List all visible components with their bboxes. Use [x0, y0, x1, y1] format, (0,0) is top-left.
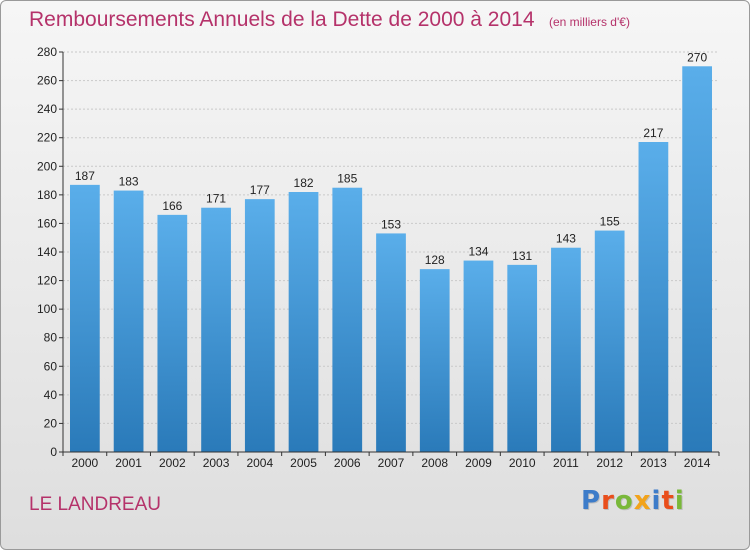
x-tick-label: 2005: [290, 456, 317, 470]
value-labels: 187 183 166 171 177 182 185 153 128 134 131 143 155 2…: [75, 50, 708, 267]
logo-letter: o: [614, 486, 634, 516]
title-block: Remboursements Annuels de la Dette de 20…: [29, 8, 630, 32]
y-tick-label: 100: [37, 302, 57, 316]
value-label-2009: 134: [468, 245, 488, 259]
bar-2005: [288, 192, 319, 452]
bar-2014: [682, 66, 713, 453]
x-tick-label: 2011: [553, 456, 579, 470]
value-label-2012: 155: [600, 215, 620, 229]
value-label-2005: 182: [294, 176, 314, 190]
y-tick-label: 0: [50, 445, 57, 459]
logo-letter: P: [581, 486, 602, 516]
x-tick-label: 2001: [115, 456, 142, 470]
value-label-2007: 153: [381, 217, 401, 231]
bars: [69, 66, 713, 453]
value-label-2010: 131: [512, 249, 532, 263]
x-axis-ticks: 2000 2001 2002 2003 2004 2005 2006 2007 2008 2009…: [62, 452, 720, 470]
y-tick-label: 20: [44, 416, 58, 430]
x-tick-label: 2000: [72, 456, 99, 470]
y-tick-label: 280: [37, 45, 57, 59]
logo-letter: i: [674, 486, 685, 516]
logo-letter: i: [651, 486, 662, 516]
bar-2004: [244, 199, 275, 452]
bar-2001: [113, 190, 144, 453]
x-tick-label: 2013: [640, 456, 667, 470]
y-tick-label: 240: [37, 102, 57, 116]
bar-2007: [376, 233, 406, 452]
x-tick-label: 2003: [203, 456, 230, 470]
y-tick-label: 140: [37, 245, 57, 259]
x-tick-label: 2014: [684, 456, 711, 470]
commune-name: LE LANDREAU: [29, 494, 161, 515]
x-tick-label: 2002: [159, 456, 186, 470]
value-label-2004: 177: [250, 183, 270, 197]
bar-2013: [638, 142, 669, 452]
x-tick-label: 2008: [421, 456, 448, 470]
axes: [62, 52, 719, 453]
value-label-2008: 128: [425, 253, 445, 267]
bar-2006: [332, 187, 363, 452]
x-tick-label: 2009: [465, 456, 492, 470]
value-label-2011: 143: [556, 232, 576, 246]
y-tick-label: 220: [37, 131, 57, 145]
y-tick-label: 40: [44, 388, 58, 402]
bar-2000: [69, 184, 100, 452]
y-tick-label: 60: [44, 359, 58, 373]
y-tick-label: 160: [37, 216, 57, 230]
x-tick-label: 2010: [509, 456, 536, 470]
y-tick-label: 260: [37, 74, 57, 88]
x-tick-label: 2004: [246, 456, 273, 470]
x-tick-label: 2006: [334, 456, 361, 470]
y-tick-label: 200: [37, 159, 57, 173]
bar-2003: [201, 207, 231, 452]
y-tick-label: 80: [44, 331, 58, 345]
logo-letter: t: [661, 486, 675, 516]
x-tick-label: 2012: [596, 456, 623, 470]
logo-letter: r: [601, 486, 615, 516]
logo-letter: x: [633, 486, 652, 516]
y-axis-ticks: 0 20 40 60 80 100 120 140 160 180 200 220 240 260 280: [37, 45, 63, 459]
bar-2010: [507, 264, 538, 452]
value-label-2003: 171: [206, 192, 226, 206]
bar-2009: [463, 260, 494, 452]
value-label-2001: 183: [119, 175, 139, 189]
chart-subtitle: (en milliers d'€): [548, 15, 630, 29]
bar-2011: [551, 247, 581, 452]
value-label-2013: 217: [643, 126, 663, 140]
value-label-2014: 270: [687, 50, 707, 64]
proxiti-logo: Proxiti: [581, 486, 685, 516]
x-tick-label: 2007: [378, 456, 405, 470]
y-tick-label: 180: [37, 188, 57, 202]
bar-2002: [157, 214, 188, 452]
value-label-2000: 187: [75, 169, 95, 183]
value-label-2002: 166: [162, 199, 182, 213]
bar-2012: [594, 230, 625, 452]
chart-title: Remboursements Annuels de la Dette de 20…: [29, 8, 535, 31]
value-label-2006: 185: [337, 172, 357, 186]
bar-2008: [419, 269, 450, 452]
y-tick-label: 120: [37, 274, 57, 288]
